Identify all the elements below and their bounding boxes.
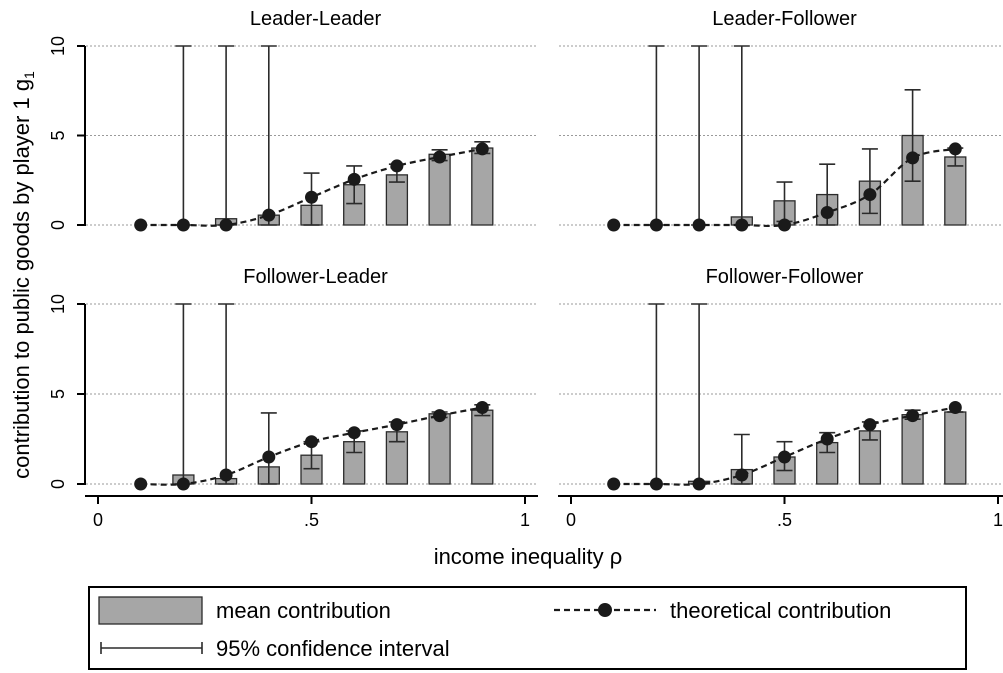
theoretical-point (863, 418, 877, 432)
theoretical-point (390, 159, 404, 173)
bar (428, 413, 451, 485)
panel: Follower-Leader 0 5 10 0 .5 1 (48, 266, 538, 530)
panel-title: Follower-Follower (706, 266, 864, 288)
theoretical-point (176, 477, 190, 491)
theoretical-point (820, 205, 834, 219)
bar (471, 409, 494, 485)
y-axis-label: contribution to public goods by player 1… (9, 71, 37, 479)
panel: Follower-Follower 0 .5 1 (558, 266, 1003, 530)
theoretical-point (305, 435, 318, 449)
theoretical-point (475, 142, 489, 156)
x-axis-label: income inequality ρ (434, 544, 623, 569)
x-tick-label: .5 (304, 510, 319, 530)
theoretical-point (778, 218, 791, 232)
legend-ci-label: 95% confidence interval (216, 636, 450, 661)
theoretical-point (134, 477, 148, 491)
theoretical-point (390, 418, 404, 432)
theoretical-point (134, 218, 148, 232)
theoretical-point (347, 426, 361, 440)
legend-bar-swatch (98, 596, 203, 625)
theoretical-point (433, 409, 447, 423)
legend-ci-swatch (100, 642, 203, 654)
theoretical-point (475, 401, 489, 414)
y-tick-label: 10 (48, 36, 68, 56)
theoretical-point (262, 208, 276, 222)
panel-title: Leader-Leader (250, 8, 382, 30)
x-tick-label: 1 (993, 510, 1003, 530)
theoretical-point (219, 218, 233, 232)
theoretical-point (735, 468, 749, 482)
theoretical-point (692, 218, 706, 232)
x-tick-label: 0 (93, 510, 103, 530)
bar (428, 153, 451, 226)
bar (901, 414, 924, 485)
theoretical-point (607, 218, 621, 232)
x-tick-label: .5 (777, 510, 792, 530)
theoretical-point (820, 432, 834, 446)
theoretical-point (347, 172, 361, 186)
theoretical-point (906, 409, 920, 423)
theoretical-point (948, 142, 962, 156)
theoretical-point (906, 151, 920, 165)
theoretical-point (305, 190, 318, 204)
legend-line-marker (598, 603, 612, 617)
panel-title: Leader-Follower (712, 8, 857, 30)
y-tick-label: 0 (48, 220, 68, 230)
y-axis-label-subscript: 1 (21, 71, 37, 79)
y-tick-label: 0 (48, 479, 68, 489)
panels: Leader-Leader0510Leader-FollowerFollower… (48, 8, 1003, 530)
theoretical-point (649, 477, 663, 491)
bar (471, 147, 494, 226)
theoretical-point (778, 450, 791, 464)
legend-line-label: theoretical contribution (670, 598, 891, 623)
x-tick-label: 0 (566, 510, 576, 530)
bar (944, 156, 967, 226)
legend-frame (88, 586, 967, 670)
theoretical-point (176, 218, 190, 232)
panel: Leader-Leader 0 5 10 (48, 8, 538, 232)
panel: Leader-Follower (559, 8, 1003, 232)
theoretical-point (607, 477, 621, 491)
bar (944, 411, 967, 485)
y-tick-label: 5 (48, 389, 68, 399)
x-tick-label: 1 (520, 510, 530, 530)
theoretical-point (262, 450, 276, 464)
y-tick-label: 5 (48, 130, 68, 140)
legend: mean contribution theoretical contributi… (88, 586, 967, 670)
theoretical-line (140, 406, 483, 486)
y-tick-label: 10 (48, 294, 68, 314)
theoretical-point (863, 188, 877, 202)
theoretical-point (692, 477, 706, 491)
theoretical-point (649, 218, 663, 232)
legend-bar-label: mean contribution (216, 598, 391, 623)
theoretical-point (948, 401, 962, 414)
theoretical-point (735, 218, 749, 232)
panel-title: Follower-Leader (243, 266, 388, 288)
theoretical-point (433, 150, 447, 164)
theoretical-point (219, 468, 233, 482)
